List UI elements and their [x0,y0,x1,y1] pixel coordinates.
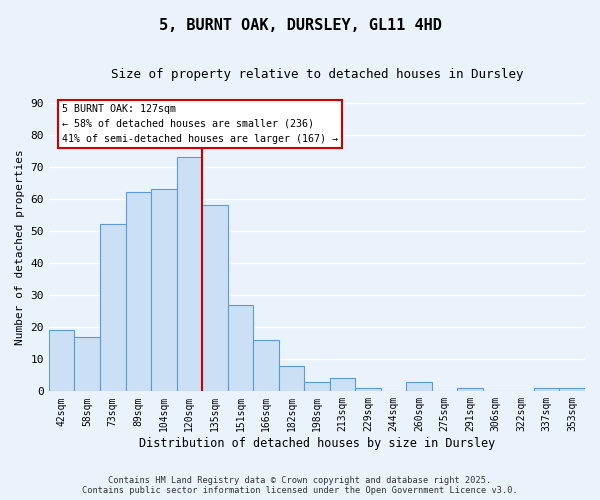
Text: 5, BURNT OAK, DURSLEY, GL11 4HD: 5, BURNT OAK, DURSLEY, GL11 4HD [158,18,442,32]
X-axis label: Distribution of detached houses by size in Dursley: Distribution of detached houses by size … [139,437,495,450]
Bar [406,382,432,392]
Text: Contains HM Land Registry data © Crown copyright and database right 2025.
Contai: Contains HM Land Registry data © Crown c… [82,476,518,495]
Bar [49,330,74,392]
Bar [202,205,227,392]
Bar [304,382,330,392]
Bar [74,337,100,392]
Title: Size of property relative to detached houses in Dursley: Size of property relative to detached ho… [111,68,523,80]
Bar [278,366,304,392]
Bar [534,388,559,392]
Bar [253,340,278,392]
Text: 5 BURNT OAK: 127sqm
← 58% of detached houses are smaller (236)
41% of semi-detac: 5 BURNT OAK: 127sqm ← 58% of detached ho… [62,104,338,144]
Y-axis label: Number of detached properties: Number of detached properties [15,149,25,345]
Bar [457,388,483,392]
Bar [355,388,381,392]
Bar [125,192,151,392]
Bar [176,157,202,392]
Bar [330,378,355,392]
Bar [151,189,176,392]
Bar [227,304,253,392]
Bar [100,224,125,392]
Bar [559,388,585,392]
